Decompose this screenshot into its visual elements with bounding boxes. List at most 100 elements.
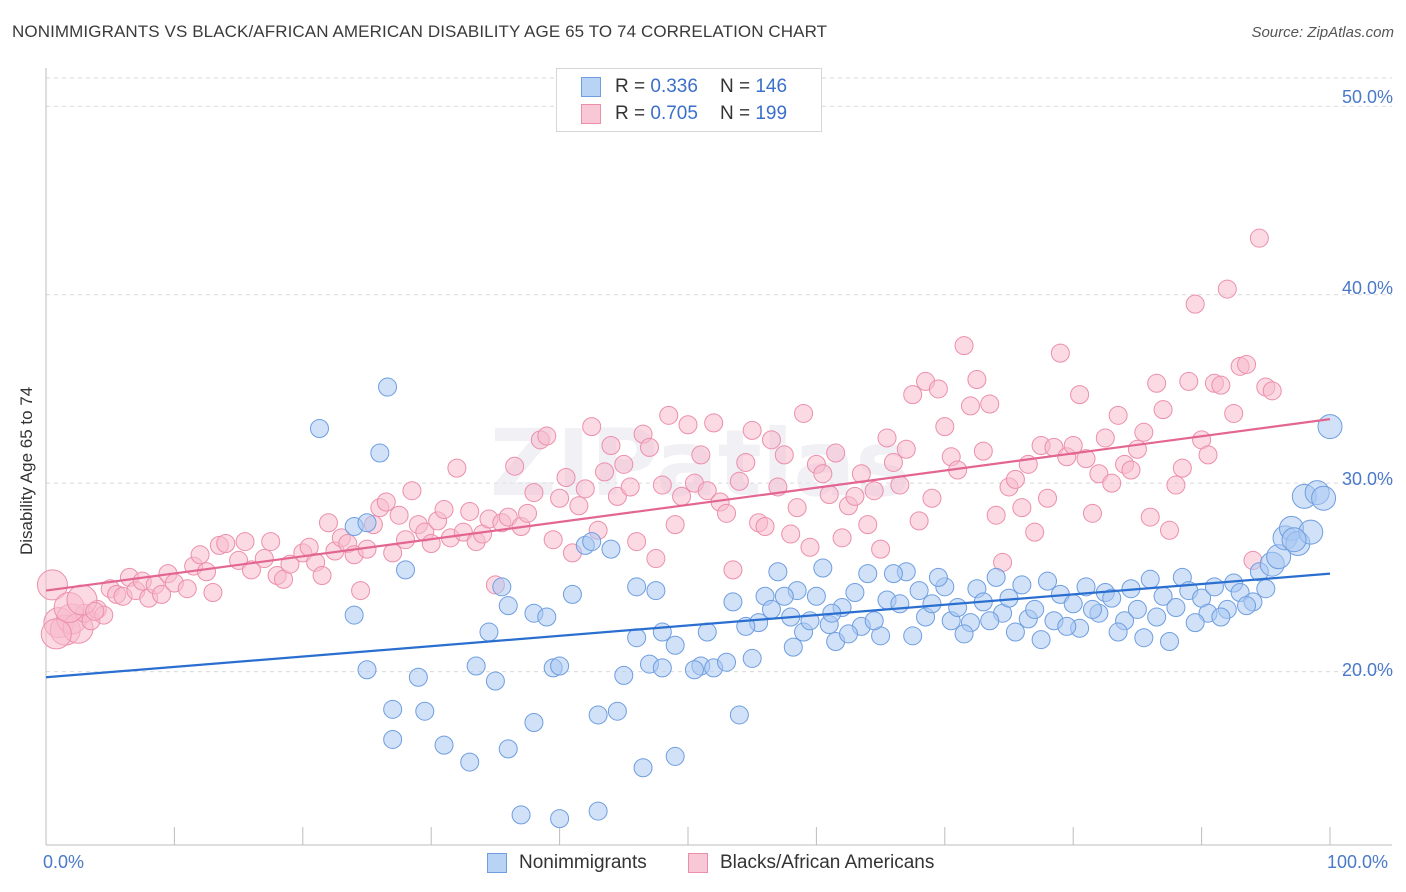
black-point bbox=[1140, 507, 1160, 527]
black-point bbox=[819, 484, 839, 504]
black-point bbox=[1050, 343, 1070, 363]
black-point bbox=[447, 458, 467, 478]
nonimmigrant-point bbox=[783, 637, 803, 657]
y-tick-label-20: 20.0% bbox=[1341, 660, 1393, 680]
nonimmigrant-point bbox=[588, 801, 608, 821]
black-point bbox=[672, 486, 692, 506]
nonimmigrant-point bbox=[434, 735, 454, 755]
black-point bbox=[1076, 449, 1096, 469]
black-point bbox=[1095, 428, 1115, 448]
black-point bbox=[877, 428, 897, 448]
nonimmigrant-point bbox=[588, 705, 608, 725]
legend-label-nonimmigrants: Nonimmigrants bbox=[519, 852, 647, 873]
nonimmigrant-point bbox=[1057, 616, 1077, 636]
black-point bbox=[896, 439, 916, 459]
black-point bbox=[1147, 373, 1167, 393]
y-tick-label-30: 30.0% bbox=[1341, 469, 1393, 489]
black-point bbox=[235, 532, 255, 552]
black-point bbox=[954, 336, 974, 356]
nonimmigrant-point bbox=[948, 598, 968, 618]
nonimmigrant-point bbox=[344, 605, 364, 625]
black-point bbox=[736, 452, 756, 472]
legend-item-blacks[interactable]: Blacks/African Americans bbox=[688, 852, 934, 874]
black-point bbox=[376, 492, 396, 512]
black-point bbox=[986, 505, 1006, 525]
black-point bbox=[518, 503, 537, 523]
black-point bbox=[787, 498, 807, 518]
black-point bbox=[704, 413, 724, 433]
legend-n-label: N = bbox=[719, 103, 751, 124]
black-point bbox=[1262, 381, 1282, 401]
black-point bbox=[389, 505, 409, 525]
nonimmigrant-point bbox=[761, 599, 781, 619]
black-point bbox=[197, 562, 216, 582]
legend-swatch-pink bbox=[688, 853, 708, 873]
black-point bbox=[556, 468, 576, 488]
nonimmigrant-point bbox=[550, 809, 570, 829]
black-point bbox=[864, 481, 884, 501]
black-point bbox=[396, 530, 416, 550]
black-point bbox=[569, 496, 589, 516]
black-point bbox=[537, 426, 557, 446]
black-point bbox=[1012, 498, 1032, 518]
black-point bbox=[1089, 464, 1109, 484]
nonimmigrant-point bbox=[562, 584, 582, 604]
legend-row-nonimmigrants: R = 0.336 N = 146 bbox=[581, 75, 787, 99]
nonimmigrant-point bbox=[729, 705, 749, 725]
black-point bbox=[318, 513, 338, 533]
black-point bbox=[678, 415, 698, 435]
black-point bbox=[614, 454, 634, 474]
black-point bbox=[421, 533, 441, 553]
nonimmigrant-point bbox=[1166, 598, 1186, 618]
black-point bbox=[960, 396, 980, 416]
legend-n-value: 199 bbox=[755, 103, 788, 124]
black-point bbox=[800, 537, 820, 557]
black-point bbox=[620, 477, 640, 497]
nonimmigrant-point bbox=[460, 752, 480, 772]
black-point bbox=[1108, 405, 1128, 425]
nonimmigrant-point bbox=[357, 660, 377, 680]
nonimmigrant-point bbox=[665, 635, 685, 655]
black-point bbox=[575, 479, 595, 499]
nonimmigrant-point bbox=[1317, 414, 1343, 440]
legend-item-nonimmigrants[interactable]: Nonimmigrants bbox=[487, 852, 647, 874]
black-point bbox=[1160, 520, 1179, 540]
nonimmigrant-point bbox=[357, 513, 377, 533]
black-point bbox=[639, 437, 659, 457]
nonimmigrant-point bbox=[1237, 596, 1257, 616]
nonimmigrant-point bbox=[1256, 579, 1276, 599]
black-point bbox=[845, 486, 865, 506]
nonimmigrant-point bbox=[415, 701, 435, 721]
nonimmigrant-point bbox=[1211, 607, 1231, 627]
black-point bbox=[1121, 460, 1141, 480]
nonimmigrant-point bbox=[890, 594, 910, 614]
black-point bbox=[505, 456, 525, 476]
nonimmigrant-point bbox=[864, 611, 884, 631]
legend-swatch-blue bbox=[487, 853, 507, 873]
black-point bbox=[434, 500, 454, 520]
nonimmigrant-point bbox=[627, 577, 647, 597]
black-point bbox=[973, 441, 993, 461]
y-tick-label-40: 40.0% bbox=[1341, 278, 1393, 298]
legend-label-blacks: Blacks/African Americans bbox=[720, 852, 935, 873]
black-point bbox=[928, 379, 948, 399]
black-point bbox=[601, 435, 621, 455]
black-point bbox=[967, 370, 987, 390]
nonimmigrant-point bbox=[954, 624, 974, 644]
black-point bbox=[1102, 473, 1122, 493]
nonimmigrant-point bbox=[652, 622, 672, 642]
black-point bbox=[254, 549, 274, 569]
black-point bbox=[402, 481, 422, 501]
nonimmigrant-point bbox=[909, 581, 929, 601]
nonimmigrant-point bbox=[1134, 628, 1154, 648]
trend-line-nonimmigrants bbox=[45, 572, 1331, 679]
nonimmigrant-point bbox=[498, 739, 518, 759]
black-point bbox=[1172, 458, 1192, 478]
nonimmigrant-point bbox=[370, 443, 390, 463]
black-point bbox=[980, 394, 1000, 414]
nonimmigrant-point bbox=[922, 594, 942, 614]
nonimmigrant-point bbox=[986, 567, 1006, 587]
black-point bbox=[659, 405, 679, 425]
black-point bbox=[1198, 445, 1218, 465]
